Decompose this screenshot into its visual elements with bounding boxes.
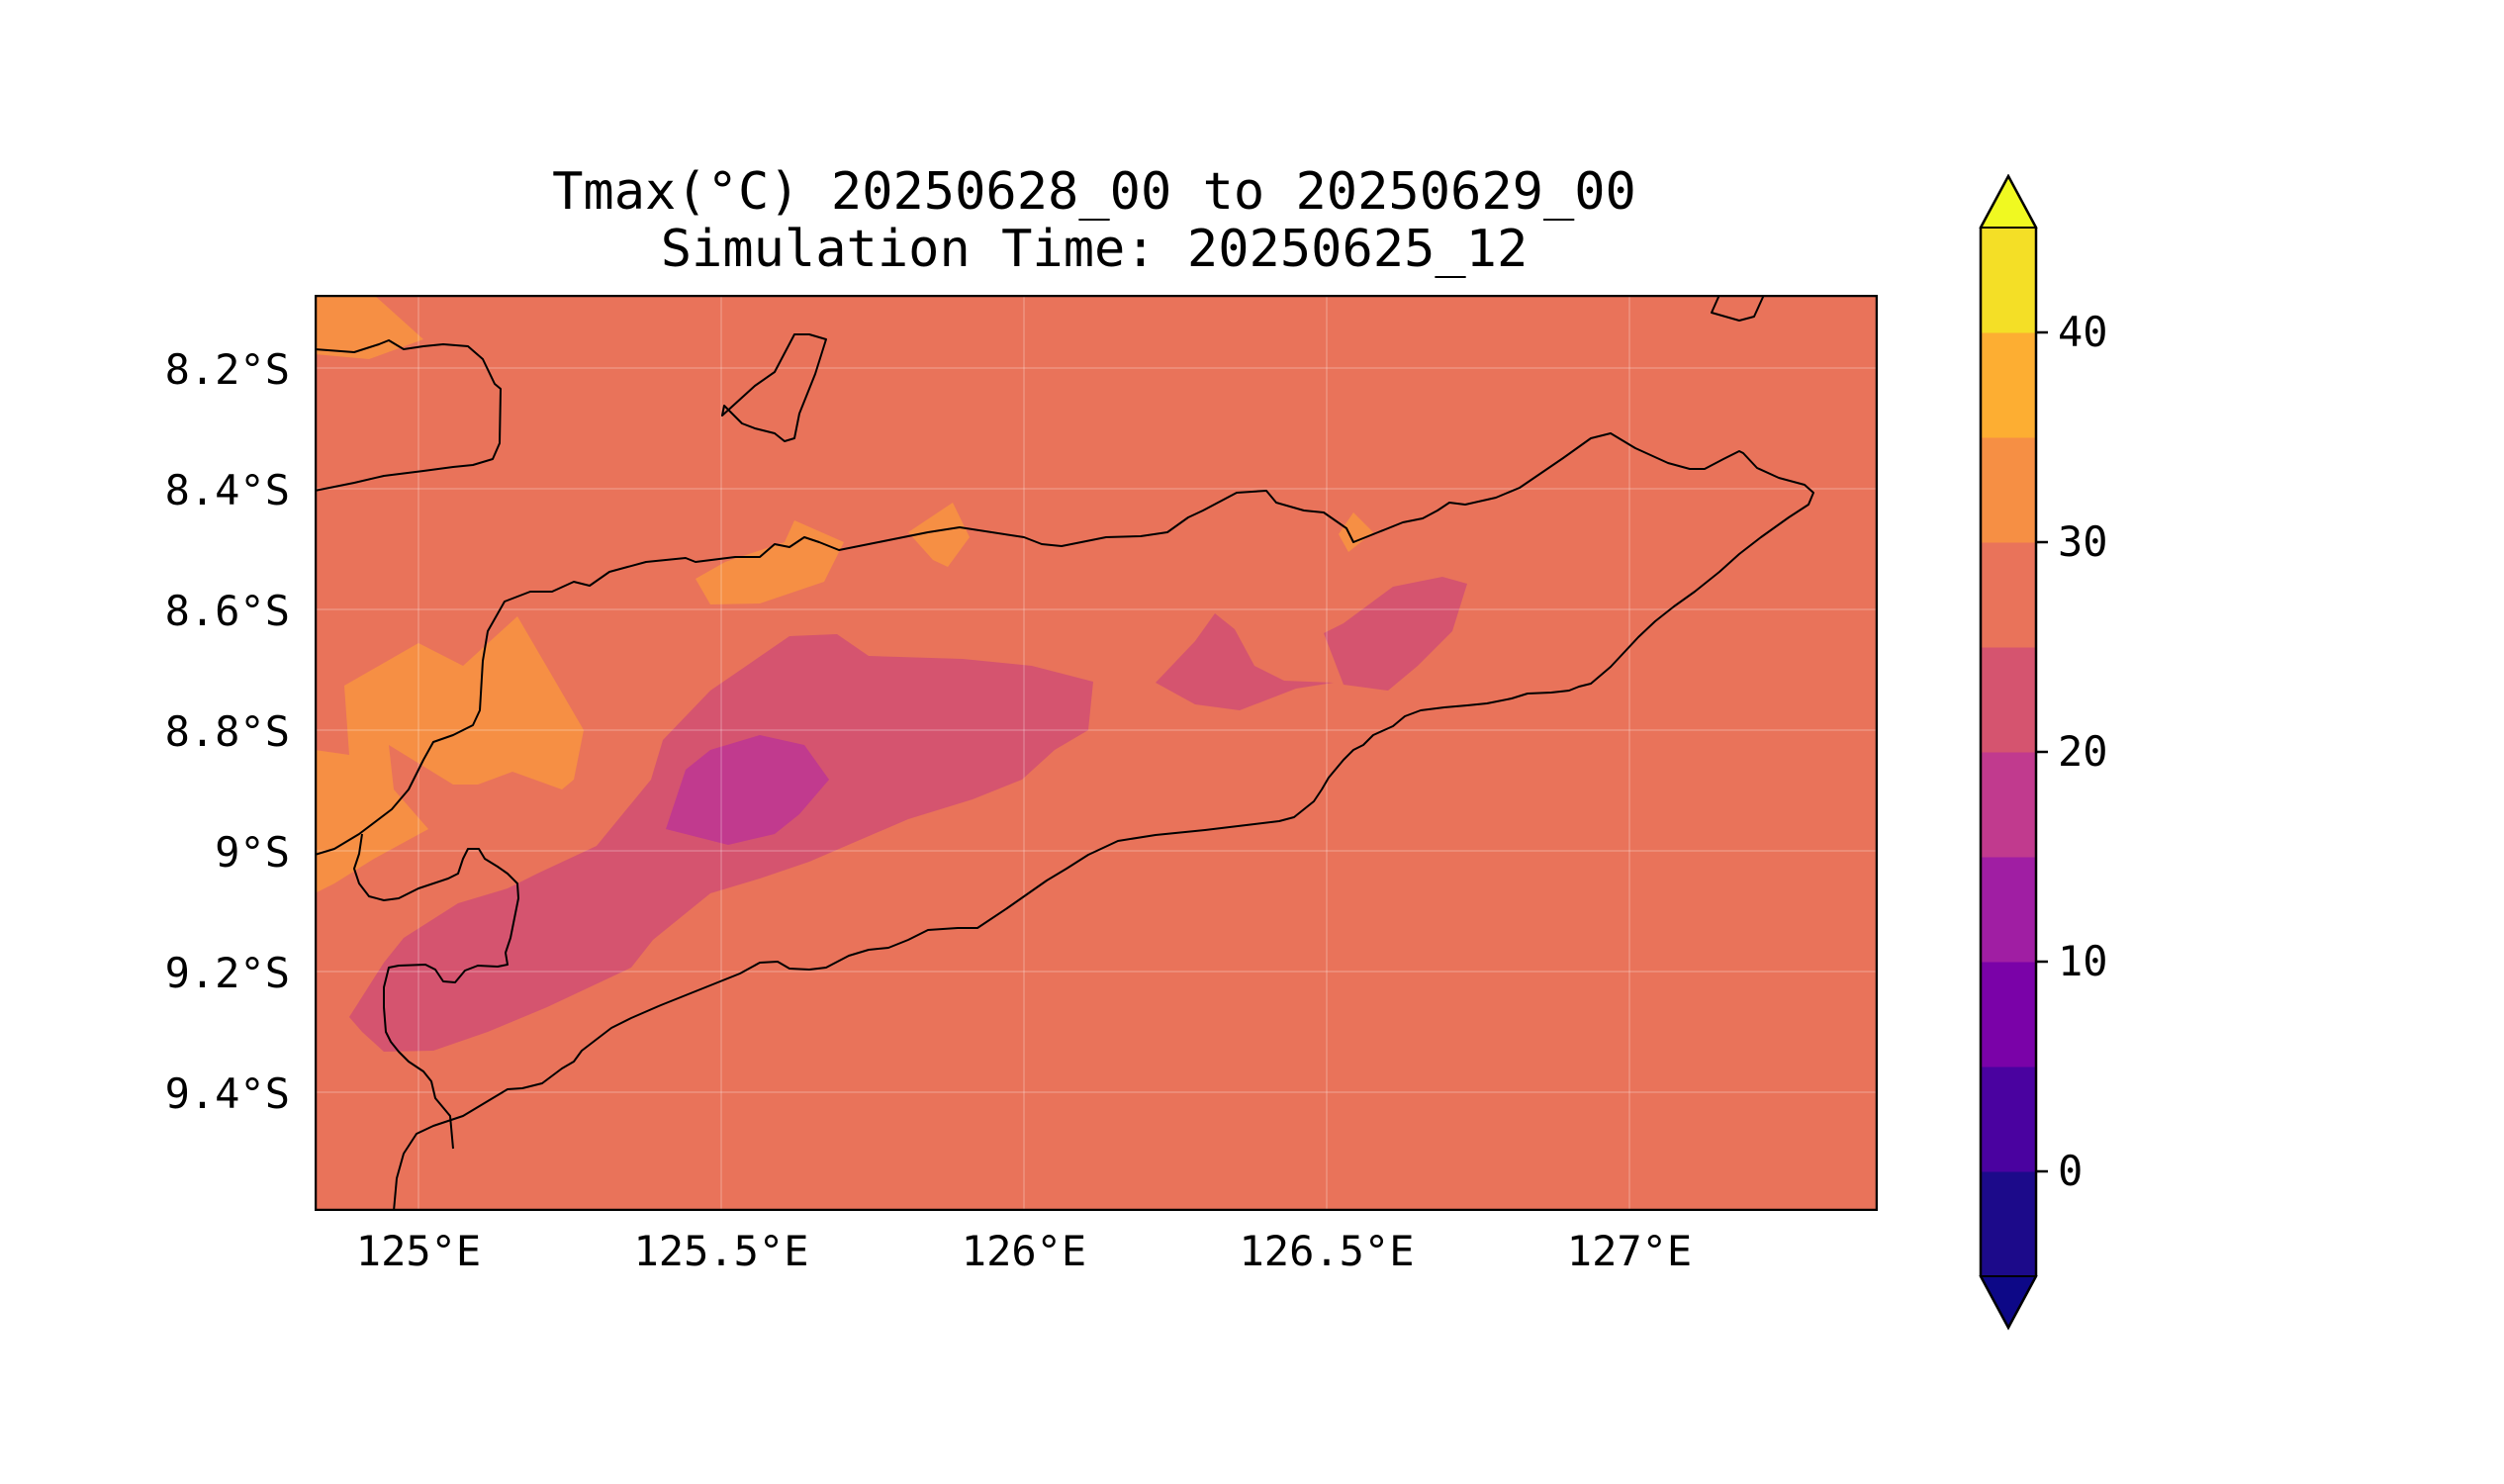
lon-tick-label: 127°E (1566, 1227, 1693, 1275)
colorbar-band (1981, 962, 2036, 1067)
lon-tick-label: 125°E (355, 1227, 482, 1275)
colorbar-band (1981, 1171, 2036, 1277)
colorbar-band (1981, 647, 2036, 753)
colorbar (1979, 174, 2048, 1331)
title-line-2: Simulation Time: 20250625_12 (660, 220, 1529, 279)
colorbar-band (1981, 437, 2036, 543)
colorbar-tick-label: 30 (2058, 517, 2108, 566)
lat-tick-label: 9°S (215, 828, 290, 877)
coastlines (315, 295, 1814, 1211)
lat-tick-label: 9.4°S (164, 1069, 290, 1118)
map-panel (315, 295, 1878, 1211)
lon-tick-label: 125.5°E (633, 1227, 809, 1275)
colorbar-band (1981, 332, 2036, 438)
colorbar-tick-label: 10 (2058, 937, 2108, 985)
colorbar-band (1981, 752, 2036, 858)
lon-tick-label: 126.5°E (1239, 1227, 1415, 1275)
warm-areas-30-35 (315, 295, 1373, 893)
map-canvas (315, 295, 1878, 1211)
colorbar-ticks (2036, 330, 2048, 1173)
colorbar-band (1981, 857, 2036, 963)
colorbar-tick-label: 20 (2058, 727, 2108, 776)
lat-tick-label: 8.8°S (164, 707, 290, 756)
cool-areas-15-20 (666, 735, 829, 845)
colorbar-tick-label: 0 (2058, 1147, 2084, 1195)
title-line-1: Tmax(°C) 20250628_00 to 20250629_00 (552, 162, 1636, 222)
map-border (315, 295, 1878, 1211)
colorbar-over-arrow (1979, 174, 2038, 229)
colorbar-under-arrow (1979, 1275, 2038, 1331)
map-title: Tmax(°C) 20250628_00 to 20250629_00 Simu… (313, 163, 1876, 278)
lat-tick-label: 8.4°S (164, 466, 290, 514)
lat-tick-label: 8.2°S (164, 345, 290, 394)
colorbar-band (1981, 542, 2036, 648)
grid-lines (315, 295, 1878, 1211)
colorbar-outline (1979, 174, 2038, 1331)
colorbar-tick-label: 40 (2058, 308, 2108, 356)
lat-tick-label: 9.2°S (164, 949, 290, 997)
lat-tick-label: 8.6°S (164, 587, 290, 635)
colorbar-band (1981, 1067, 2036, 1172)
lon-tick-label: 126°E (961, 1227, 1087, 1275)
colorbar-band (1981, 228, 2036, 333)
colorbar-bands (1981, 228, 2036, 1277)
